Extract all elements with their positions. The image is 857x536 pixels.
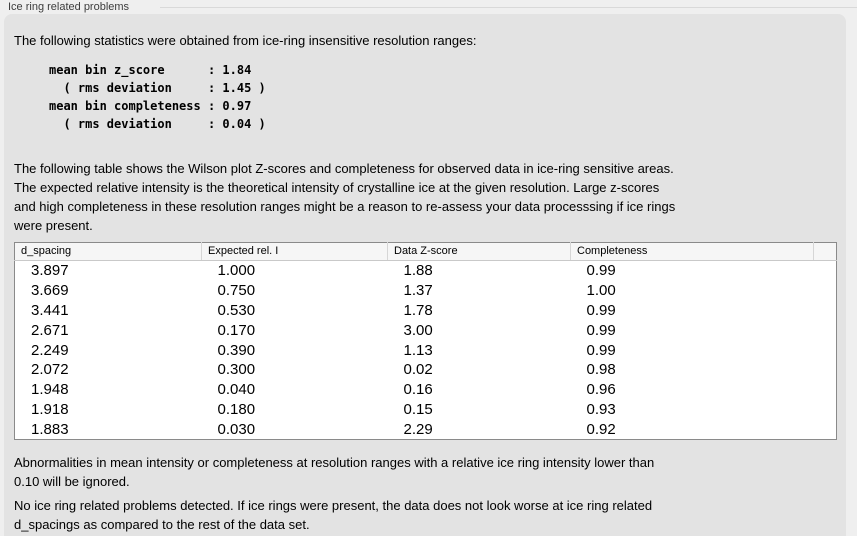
cell: 1.948: [31, 381, 69, 399]
cell: 1.918: [31, 400, 69, 418]
table-row[interactable]: 3.441 0.530 1.78 0.99: [15, 301, 837, 321]
cell: 1.88: [403, 262, 433, 280]
cell: [814, 261, 837, 281]
table-row[interactable]: 1.918 0.180 0.15 0.93: [15, 400, 837, 420]
cell: 0.170: [217, 321, 256, 339]
cell: 0.93: [586, 400, 616, 418]
cell: [814, 400, 837, 420]
cell: 2.072: [31, 361, 69, 379]
ice-ring-table: d_spacing Expected rel. I Data Z-score Comp…: [14, 242, 837, 441]
column-header-expected-rel-i: Expected rel. I: [201, 242, 388, 261]
cell: [814, 320, 837, 340]
cell: 3.669: [31, 282, 69, 300]
cell: 1.00: [586, 282, 616, 300]
column-header-completeness: Completeness: [570, 242, 814, 261]
ice-ring-report-panel: The following statistics were obtained f…: [4, 14, 846, 536]
cell: 0.99: [586, 262, 616, 280]
bin-statistics-block: mean bin z_score : 1.84 ( rms deviation …: [49, 63, 266, 131]
table-row[interactable]: 1.948 0.040 0.16 0.96: [15, 380, 837, 400]
table-row[interactable]: 3.897 1.000 1.88 0.99: [15, 261, 837, 281]
cell: 0.02: [403, 361, 433, 379]
cell: 3.441: [31, 301, 69, 319]
cell: 0.96: [586, 381, 616, 399]
cell: 0.16: [403, 381, 433, 399]
cell: 1.13: [403, 341, 433, 359]
statistics-intro-text: The following statistics were obtained f…: [14, 33, 477, 48]
cell: 0.040: [217, 381, 256, 399]
group-box-rule: [160, 7, 857, 8]
cell: 0.530: [217, 301, 256, 319]
cell: 0.92: [586, 420, 616, 438]
table-row[interactable]: 1.883 0.030 2.29 0.92: [15, 419, 837, 439]
cell: 0.98: [586, 361, 616, 379]
cell: 2.249: [31, 341, 69, 359]
table-description-text: The following table shows the Wilson plo…: [14, 161, 676, 233]
table-header-row: d_spacing Expected rel. I Data Z-score Comp…: [14, 242, 837, 261]
column-header-blank: [813, 242, 837, 261]
cell: 3.00: [403, 321, 433, 339]
cell: [814, 380, 837, 400]
cell: [814, 419, 837, 439]
cell: 1.883: [31, 420, 69, 438]
cell: 2.671: [31, 321, 69, 339]
cell: 1.78: [403, 301, 433, 319]
cell: 0.300: [217, 361, 256, 379]
cell: 3.897: [31, 262, 69, 280]
cell: [814, 281, 837, 301]
cell: 0.750: [217, 282, 256, 300]
column-header-data-z-score: Data Z-score: [387, 242, 571, 261]
cell: 1.000: [217, 262, 256, 280]
cell: 0.180: [217, 400, 256, 418]
cell: 0.99: [586, 321, 616, 339]
column-header-d-spacing: d_spacing: [14, 242, 202, 261]
cell: [814, 340, 837, 360]
cell: 0.390: [217, 341, 256, 359]
table-row[interactable]: 2.072 0.300 0.02 0.98: [15, 360, 837, 380]
cell: 0.15: [403, 400, 433, 418]
cell: 2.29: [403, 420, 433, 438]
ignore-threshold-note: Abnormalities in mean intensity or compl…: [14, 455, 655, 490]
cell: 1.37: [403, 282, 433, 300]
cell: [814, 301, 837, 321]
table-row[interactable]: 3.669 0.750 1.37 1.00: [15, 281, 837, 301]
conclusion-text: No ice ring related problems detected. I…: [14, 498, 653, 533]
cell: 0.030: [217, 420, 256, 438]
group-box-title: Ice ring related problems: [8, 1, 130, 13]
cell: 0.99: [586, 301, 616, 319]
cell: [814, 360, 837, 380]
table-row[interactable]: 2.671 0.170 3.00 0.99: [15, 320, 837, 340]
table-row[interactable]: 2.249 0.390 1.13 0.99: [15, 340, 837, 360]
cell: 0.99: [586, 341, 616, 359]
